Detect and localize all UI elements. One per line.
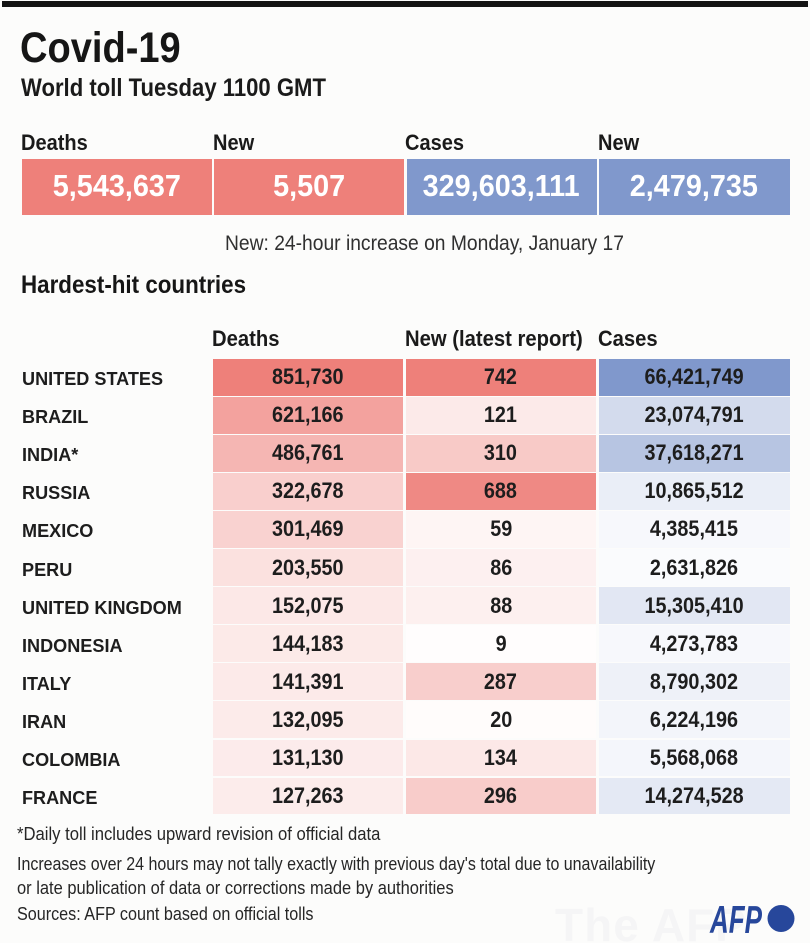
svg-text:AFP: AFP xyxy=(709,901,762,941)
